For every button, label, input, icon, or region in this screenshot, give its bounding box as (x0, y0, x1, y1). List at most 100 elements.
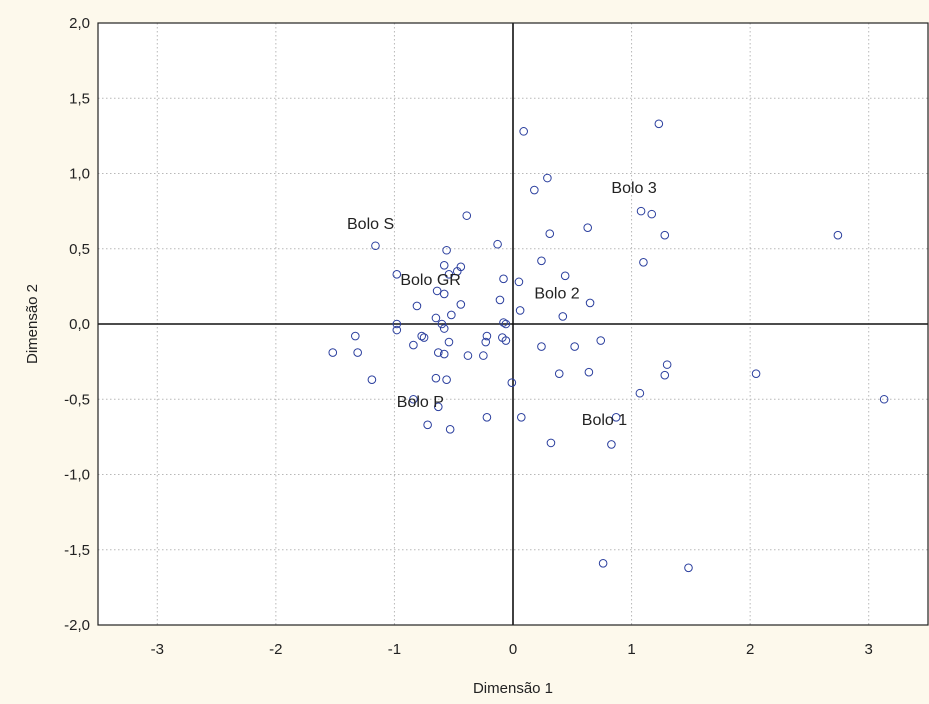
x-tick-label: 2 (746, 641, 754, 658)
data-point (392, 270, 402, 279)
y-tick-label: -1,0 (64, 467, 90, 484)
data-point (545, 229, 555, 238)
data-point (434, 402, 443, 412)
data-point (392, 325, 402, 335)
data-point (392, 319, 402, 329)
data-point (530, 185, 539, 195)
data-point (833, 230, 843, 240)
annotation-label: Bolo 2 (534, 285, 579, 302)
data-point (417, 331, 427, 341)
data-point (328, 348, 338, 357)
data-point (585, 298, 595, 308)
annotations: Bolo S Bolo GR Bolo 2 Bolo 3 Bolo P Bolo 1 (347, 180, 657, 429)
data-point (662, 360, 672, 369)
data-point (537, 342, 546, 351)
data-point (462, 211, 472, 220)
data-point (482, 413, 492, 422)
x-tick-label: 0 (509, 641, 517, 658)
data-point (514, 277, 524, 287)
data-point (439, 324, 449, 333)
data-point (463, 351, 473, 360)
x-axis-title: Dimensão 1 (473, 680, 553, 697)
data-point (481, 337, 491, 347)
data-point (660, 230, 670, 240)
data-point (367, 375, 377, 384)
data-point (654, 119, 664, 129)
data-point (419, 333, 429, 342)
data-point (445, 425, 455, 434)
data-point (507, 378, 517, 387)
data-point (479, 351, 488, 360)
x-tick-label: -2 (269, 641, 282, 658)
data-point (439, 349, 449, 359)
data-point (432, 286, 442, 296)
annotation-label: Bolo P (397, 394, 444, 411)
data-point (439, 261, 449, 270)
y-tick-label: -0,5 (64, 391, 90, 408)
data-point (879, 394, 889, 404)
data-point (495, 295, 505, 305)
data-point (493, 239, 502, 249)
x-tick-label: -1 (388, 641, 401, 658)
y-tick-label: -2,0 (64, 617, 90, 634)
data-point (515, 306, 525, 315)
y-tick-label: 0,0 (69, 316, 90, 333)
data-point (499, 318, 508, 327)
y-tick-label: 0,5 (69, 241, 90, 258)
x-tick-label: -3 (151, 641, 164, 658)
data-point (501, 336, 511, 345)
data-point (412, 301, 422, 311)
data-point (635, 388, 645, 398)
data-point (596, 336, 606, 345)
x-tick-labels: -3 -2 -1 0 1 2 3 (151, 641, 873, 658)
y-tick-label: 1,5 (69, 90, 90, 107)
y-tick-label: 1,0 (69, 166, 90, 183)
y-tick-labels: -2,0 -1,5 -1,0 -0,5 0,0 0,5 1,0 1,5 2,0 (64, 15, 90, 634)
data-point (660, 370, 670, 380)
data-point (639, 257, 648, 267)
data-point (442, 375, 451, 384)
data-point (583, 223, 593, 232)
data-point (444, 270, 454, 279)
data-point (501, 319, 511, 329)
annotation-label: Bolo 1 (582, 412, 627, 429)
y-tick-label: -1,5 (64, 542, 90, 559)
data-point (598, 558, 608, 568)
data-point (607, 440, 616, 449)
data-point (353, 348, 362, 357)
data-point (409, 340, 418, 350)
data-points (328, 119, 889, 573)
data-point (519, 127, 528, 136)
x-tick-label: 3 (865, 641, 873, 658)
data-point (560, 271, 570, 281)
annotation-label: Bolo GR (400, 272, 460, 289)
data-point (647, 209, 657, 219)
plot-frame (97, 22, 929, 626)
data-point (636, 206, 646, 216)
annotation-label: Bolo 3 (611, 180, 656, 197)
data-point (751, 369, 761, 378)
data-point (684, 563, 693, 573)
data-point (431, 313, 441, 323)
data-point (442, 245, 451, 255)
data-point (452, 267, 462, 276)
data-point (371, 241, 380, 251)
data-point (434, 348, 443, 357)
data-point (558, 312, 568, 321)
reference-lines (98, 23, 928, 625)
y-axis-title: Dimensão 2 (24, 284, 41, 364)
data-point (546, 438, 556, 448)
data-point (351, 331, 360, 341)
x-tick-label: 1 (627, 641, 635, 658)
data-point (437, 319, 447, 329)
data-point (499, 274, 508, 284)
data-point (439, 289, 449, 299)
data-point (554, 369, 564, 378)
annotation-label: Bolo S (347, 216, 394, 233)
data-point (584, 367, 594, 377)
data-point (517, 413, 526, 422)
data-point (444, 337, 454, 347)
data-point (537, 256, 546, 266)
data-point (482, 331, 492, 341)
